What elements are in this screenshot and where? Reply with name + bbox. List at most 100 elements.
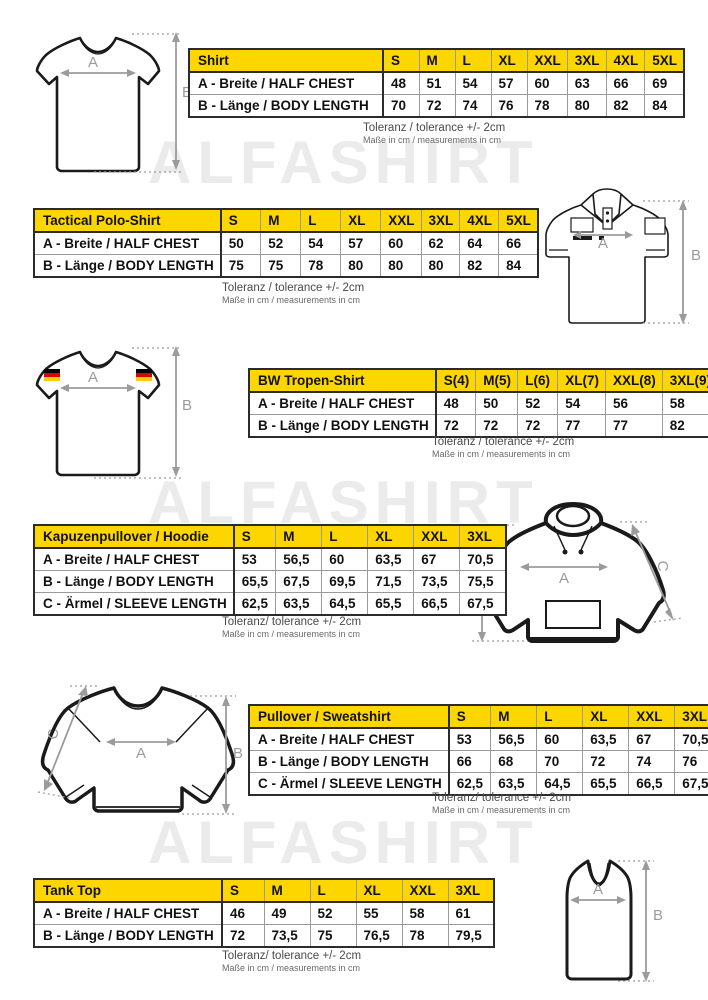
size-header: XXL [628,705,676,729]
measurement-value: 75,5 [459,570,507,593]
dim-label-a: A [559,570,569,587]
measurement-label: B - Länge / BODY LENGTH [33,254,222,278]
dim-label-a: A [593,881,603,898]
measurement-label: A - Breite / HALF CHEST [188,71,384,95]
tolerance-text: Toleranz/ tolerance +/- 2cm [432,792,572,804]
size-header: L [321,525,369,549]
size-header: M [275,525,323,549]
measurement-value: 63 [566,71,607,95]
size-header: XL(7) [557,369,607,393]
measurement-value: 58 [661,391,708,415]
tolerance-text: Toleranz/ tolerance +/- 2cm [222,950,362,962]
size-header: S(4) [435,369,477,393]
footnote-pullover: Toleranz/ tolerance +/- 2cm Maße in cm /… [432,792,571,816]
measurement-value: 49 [263,901,311,925]
measurement-value: 69,5 [321,570,369,593]
size-header: XXL [401,879,449,903]
measurement-value: 80 [380,254,422,278]
measurement-value: 67 [413,547,461,571]
measurement-value: 74 [628,750,676,773]
measurement-value: 77 [557,414,607,438]
measurement-value: 67,5 [674,772,708,796]
size-header: L [300,209,342,233]
measurement-value: 54 [454,71,492,95]
measurement-value: 54 [557,391,607,415]
measurement-value: 62 [420,231,461,255]
measurement-value: 51 [418,71,456,95]
table-row: A - Breite / HALF CHEST 53 56,5 60 63,5 … [33,547,507,571]
dim-label-b: B [653,907,663,924]
measurement-value: 70 [536,750,584,773]
table-header-row: Tank Top S M L XL XXL 3XL [33,879,495,903]
measurement-value: 80 [566,94,607,118]
table-shirt: Shirt S M L XL XXL 3XL 4XL 5XL A - Breit… [188,48,686,118]
measurement-value: 66,5 [413,592,461,616]
size-header: 3XL [420,209,461,233]
measurement-value: 80 [340,254,382,278]
measurement-value: 63,5 [275,592,323,616]
table-header-row: Kapuzenpullover / Hoodie S M L XL XXL 3X… [33,525,507,549]
table-row: A - Breite / HALF CHEST 53 56,5 60 63,5 … [248,727,708,751]
table-pullover-sweatshirt: Pullover / Sweatshirt S M L XL XXL 3XL A… [248,704,708,796]
german-flag-icon-left [44,369,60,381]
size-header: 5XL [644,49,685,73]
figure-shirt: A B [24,22,199,187]
measurement-value: 76,5 [355,924,403,948]
measurement-value: 79,5 [447,924,495,948]
dim-label-a: A [136,745,146,762]
measurement-value: 70,5 [674,727,708,751]
measurement-value: 60 [380,231,422,255]
dim-label-b: B [233,745,243,762]
measurement-value: 67,5 [459,592,507,616]
table-title: Shirt [188,49,384,73]
measurement-value: 75 [220,254,262,278]
size-header: S [382,49,420,73]
footnote-hoodie: Toleranz/ tolerance +/- 2cm Maße in cm /… [222,616,361,640]
size-header: M [418,49,456,73]
measurement-value: 66,5 [628,772,676,796]
measurements-unit-text: Maße in cm / measurements in cm [222,629,361,639]
measurement-value: 58 [401,901,449,925]
measurement-value: 60 [526,71,568,95]
table-header-row: Tactical Polo-Shirt S M L XL XXL 3XL 4XL… [33,209,539,233]
measurements-unit-text: Maße in cm / measurements in cm [222,295,361,305]
measurement-value: 73,5 [413,570,461,593]
measurement-label: C - Ärmel / SLEEVE LENGTH [248,772,450,796]
size-header: XL [582,705,630,729]
size-header: L [454,49,492,73]
size-header: 4XL [459,209,500,233]
measurement-value: 57 [490,71,528,95]
measurement-label: B - Länge / BODY LENGTH [248,750,450,773]
size-header: M(5) [475,369,519,393]
size-header: 3XL [566,49,607,73]
measurement-value: 74 [454,94,492,118]
measurement-value: 67,5 [275,570,323,593]
table-header-row: BW Tropen-Shirt S(4) M(5) L(6) XL(7) XXL… [248,369,708,393]
measurement-value: 73,5 [263,924,311,948]
table-row: C - Ärmel / SLEEVE LENGTH 62,5 63,5 64,5… [248,772,708,796]
measurement-value: 84 [644,94,685,118]
measurement-value: 84 [498,254,539,278]
dim-label-b: B [182,397,192,414]
size-header: XXL [413,525,461,549]
measurement-value: 54 [300,231,342,255]
measurement-label: A - Breite / HALF CHEST [33,547,235,571]
measurement-value: 66 [498,231,539,255]
measurement-value: 82 [661,414,708,438]
measurement-value: 55 [355,901,403,925]
measurement-value: 57 [340,231,382,255]
table-row: B - Länge / BODY LENGTH 65,5 67,5 69,5 7… [33,570,507,593]
measurement-value: 50 [475,391,519,415]
size-header: 3XL [447,879,495,903]
dim-label-a: A [598,235,608,252]
measurement-value: 52 [260,231,302,255]
measurement-value: 63,5 [367,547,415,571]
measurement-value: 76 [490,94,528,118]
figure-bw-tropen-shirt: A B [24,338,202,488]
measurement-value: 72 [517,414,559,438]
table-row: A - Breite / HALF CHEST 50 52 54 57 60 6… [33,231,539,255]
measurement-value: 62,5 [448,772,492,796]
measurement-value: 72 [435,414,477,438]
measurements-unit-text: Maße in cm / measurements in cm [432,449,571,459]
tolerance-text: Toleranz/ tolerance +/- 2cm [222,616,362,628]
